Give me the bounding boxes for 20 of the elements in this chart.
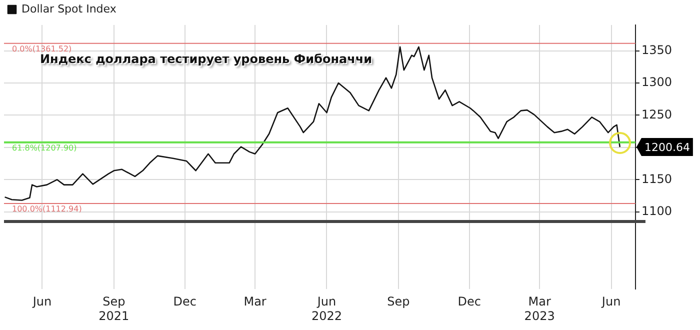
y-tick-label: 1100 — [641, 204, 672, 218]
text: Индекс доллара тестирует уровень Фибоначчи — [40, 52, 372, 66]
x-tick-label: Dec — [458, 294, 482, 309]
x-tick-label: Jun — [600, 294, 621, 309]
ref-line-label: 100.0%(1112.94) — [12, 204, 82, 214]
legend-label: Dollar Spot Index — [22, 2, 117, 16]
y-tick-label: 1250 — [641, 107, 672, 122]
x-tick-label: Jun — [32, 294, 52, 309]
x-tick-label: Jun 2022 — [311, 294, 342, 323]
x-tick-label: Mar — [244, 294, 266, 309]
x-tick-label: Sep 2021 — [98, 294, 130, 323]
annotation: 1200.64 — [644, 140, 690, 154]
x-tick-label: Sep — [387, 294, 410, 309]
y-tick-label: 1350 — [641, 42, 672, 57]
x-tick-label: Dec — [173, 294, 196, 309]
x-tick-label: Mar 2023 — [524, 294, 555, 323]
ref-line-label: 61.8%(1207.90) — [12, 143, 77, 152]
y-tick-label: 1300 — [641, 75, 672, 90]
ref-line-label: 0.0%(1361.52) — [12, 44, 72, 54]
y-tick-label: 1150 — [641, 172, 672, 186]
